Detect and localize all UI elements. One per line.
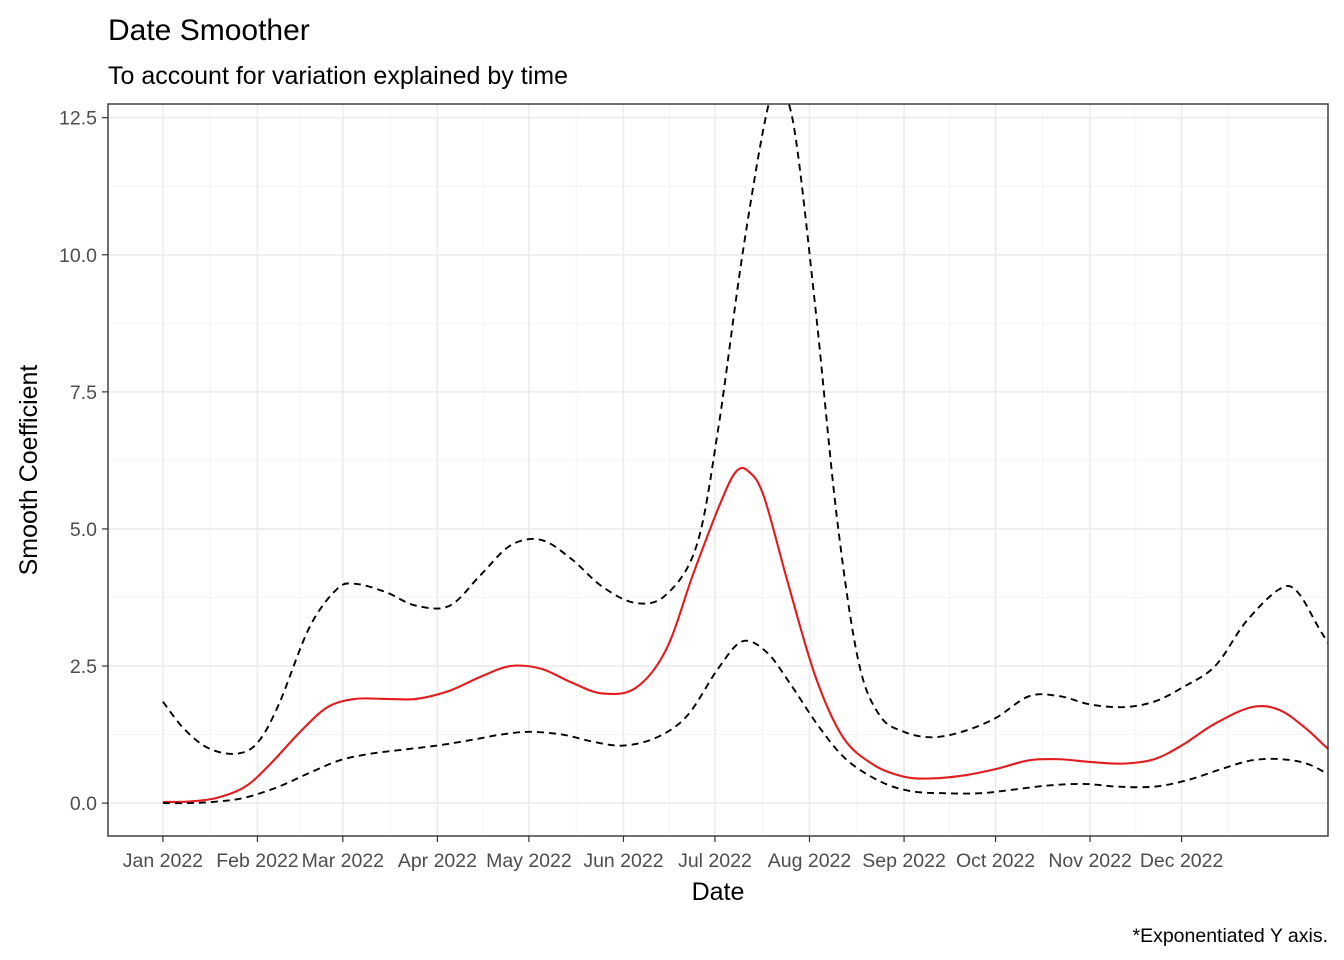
x-tick-label: Jan 2022 xyxy=(123,850,203,872)
x-axis: Jan 2022 Feb 2022 Mar 2022 Apr 2022 May 2022… xyxy=(123,836,1223,872)
upper-confidence-line xyxy=(162,104,1328,755)
y-tick-label: 0.0 xyxy=(70,793,97,815)
chart-title: Date Smoother xyxy=(108,14,310,47)
major-gridlines xyxy=(108,104,1328,836)
plot-lines xyxy=(162,104,1328,805)
smooth-estimate-line xyxy=(162,466,1328,804)
y-tick-label: 5.0 xyxy=(70,519,97,541)
x-tick-label: Jun 2022 xyxy=(583,850,663,872)
x-tick-label: Feb 2022 xyxy=(216,850,298,872)
minor-gridlines xyxy=(108,104,1328,836)
y-tick-label: 10.0 xyxy=(59,245,97,267)
x-tick-label: Aug 2022 xyxy=(768,850,852,872)
x-tick-label: Dec 2022 xyxy=(1140,850,1223,872)
x-axis-title: Date xyxy=(692,878,745,906)
y-tick-label: 2.5 xyxy=(70,656,97,678)
x-tick-label: Nov 2022 xyxy=(1048,850,1131,872)
chart-caption: *Exponentiated Y axis. xyxy=(1132,925,1328,947)
y-axis: 0.0 2.5 5.0 7.5 10.0 12.5 xyxy=(59,108,108,815)
chart-subtitle: To account for variation explained by ti… xyxy=(108,62,568,90)
x-tick-label: May 2022 xyxy=(486,850,572,872)
x-tick-label: Mar 2022 xyxy=(302,850,384,872)
x-tick-label: Sep 2022 xyxy=(862,850,946,872)
plot-panel-border xyxy=(107,103,1329,837)
x-tick-label: Jul 2022 xyxy=(678,850,752,872)
x-tick-label: Oct 2022 xyxy=(956,850,1035,872)
y-tick-label: 12.5 xyxy=(59,108,97,130)
lower-confidence-line xyxy=(162,639,1328,805)
y-axis-title: Smooth Coefficient xyxy=(15,365,43,576)
x-tick-label: Apr 2022 xyxy=(398,850,477,872)
y-tick-label: 7.5 xyxy=(70,382,97,404)
